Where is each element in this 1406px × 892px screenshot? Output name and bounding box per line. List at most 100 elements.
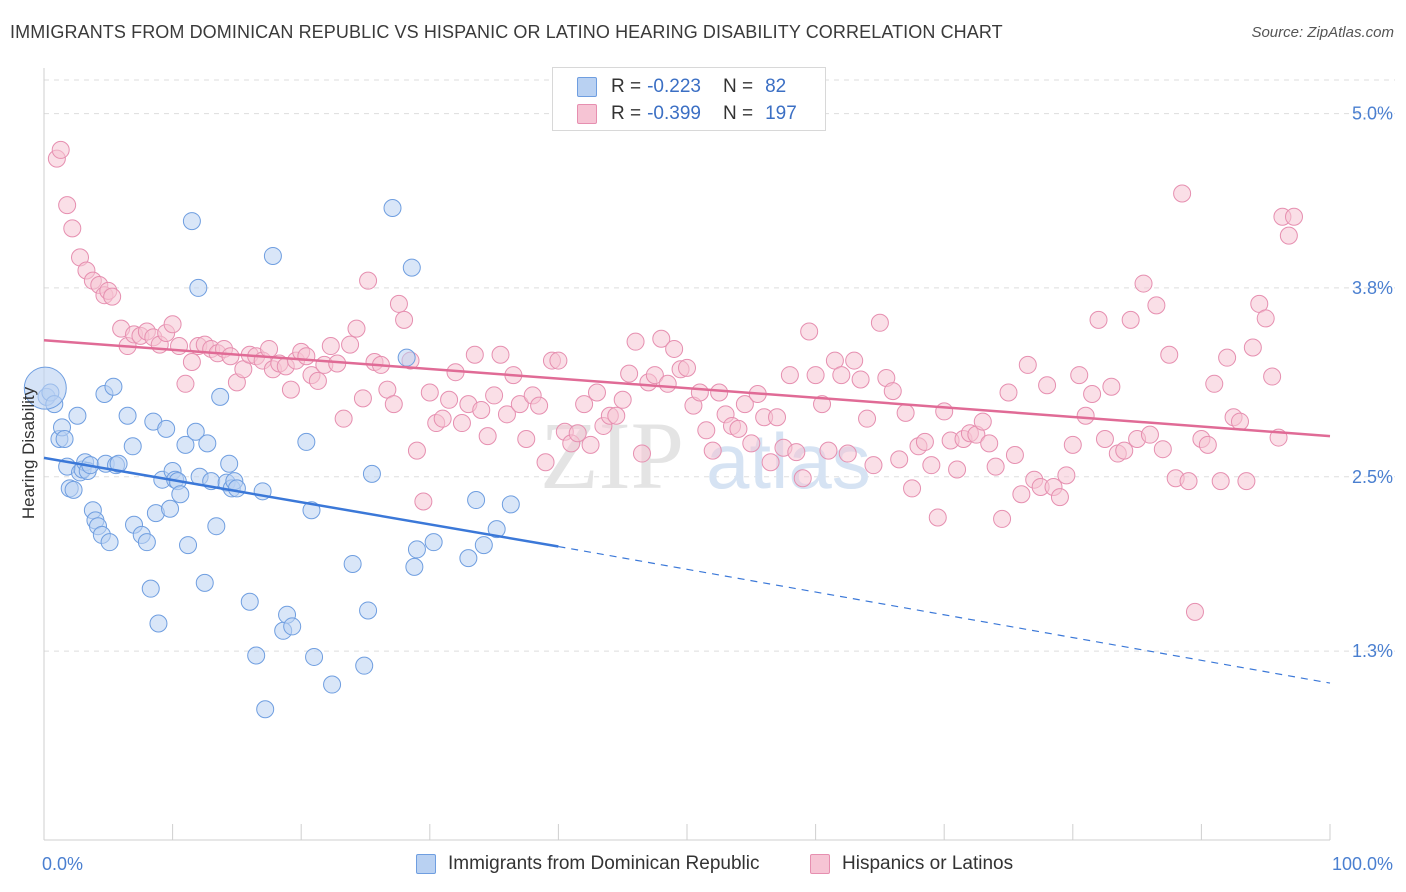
data-point: [845, 351, 864, 370]
data-point: [1243, 338, 1262, 357]
data-point: [652, 329, 671, 348]
legend-r-label: R =: [611, 76, 642, 97]
data-point: [1153, 440, 1172, 459]
data-point: [123, 437, 142, 456]
data-point: [220, 454, 239, 473]
data-point: [407, 540, 426, 559]
data-point: [1256, 309, 1275, 328]
data-point: [459, 549, 478, 568]
legend-n-label: N =: [722, 103, 754, 124]
legend-r-label: R =: [611, 103, 642, 124]
data-point: [883, 382, 902, 401]
data-point: [729, 419, 748, 438]
series-hispanics-points: [47, 140, 1303, 621]
data-point: [118, 406, 137, 425]
y-axis-title: Hearing Disability: [19, 386, 38, 519]
data-point: [1230, 412, 1249, 431]
data-point: [323, 675, 342, 694]
data-point: [838, 444, 857, 463]
data-point: [903, 479, 922, 498]
data-point: [1284, 207, 1303, 226]
data-point: [485, 386, 504, 405]
x-tick-label: 100.0%: [1332, 854, 1393, 874]
data-point: [189, 278, 208, 297]
data-point: [1070, 366, 1089, 385]
legend-swatch-blue: [577, 77, 597, 97]
data-point: [1237, 472, 1256, 491]
data-point: [1038, 376, 1057, 395]
data-point: [1076, 406, 1095, 425]
data-point: [536, 453, 555, 472]
data-point: [870, 313, 889, 332]
data-point: [735, 395, 754, 414]
data-point: [549, 351, 568, 370]
data-point: [186, 422, 205, 441]
data-point: [305, 647, 324, 666]
data-point: [1121, 310, 1140, 329]
y-tick-label: 1.3%: [1352, 641, 1393, 661]
source-label: Source: ZipAtlas.com: [1251, 24, 1394, 41]
data-point: [359, 601, 378, 620]
data-point: [176, 374, 195, 393]
data-point: [395, 310, 414, 329]
trend-line: [43, 456, 559, 548]
data-point: [819, 441, 838, 460]
data-point: [1012, 485, 1031, 504]
data-point: [568, 424, 587, 443]
data-point: [864, 456, 883, 475]
data-point: [452, 414, 471, 433]
data-point: [1018, 355, 1037, 374]
data-point: [227, 479, 246, 498]
data-point: [1179, 472, 1198, 491]
data-point: [171, 485, 190, 504]
data-point: [501, 495, 520, 514]
data-point: [658, 374, 677, 393]
data-point: [1211, 472, 1230, 491]
data-point: [283, 617, 302, 636]
data-point: [424, 533, 443, 552]
data-point: [334, 409, 353, 428]
data-point: [980, 434, 999, 453]
data-point: [710, 383, 729, 402]
data-point: [626, 332, 645, 351]
trend-line-extrapolated: [558, 545, 1331, 684]
y-tick-label: 2.5%: [1352, 467, 1393, 487]
data-point: [1198, 435, 1217, 454]
data-point: [1173, 184, 1192, 203]
y-tick-label: 3.8%: [1352, 278, 1393, 298]
data-point: [530, 396, 549, 415]
data-point: [487, 520, 506, 539]
data-point: [915, 432, 934, 451]
legend-row-hispanic: R = -0.399 N = 197: [577, 102, 797, 126]
data-point: [100, 533, 119, 552]
data-point: [407, 441, 426, 460]
data-point: [575, 395, 594, 414]
data-point: [137, 533, 156, 552]
data-point: [761, 453, 780, 472]
chart-title: IMMIGRANTS FROM DOMINICAN REPUBLIC VS HI…: [10, 22, 1003, 42]
data-point: [240, 592, 259, 611]
data-point: [973, 412, 992, 431]
data-point: [800, 322, 819, 341]
correlation-legend: R = -0.223 N = 82 R = -0.399 N = 197: [552, 67, 826, 131]
data-point: [780, 366, 799, 385]
data-point: [928, 508, 947, 527]
data-point: [195, 573, 214, 592]
data-point: [768, 408, 787, 427]
data-point: [405, 557, 424, 576]
legend-n-value: 82: [765, 76, 787, 97]
data-point: [141, 579, 160, 598]
data-point: [787, 443, 806, 462]
data-point: [68, 406, 87, 425]
y-tick-label: 5.0%: [1352, 104, 1393, 124]
data-point: [1140, 425, 1159, 444]
data-point: [813, 395, 832, 414]
data-point: [343, 554, 362, 573]
data-point: [474, 536, 493, 555]
data-point: [793, 469, 812, 488]
series-dominican-points: [23, 199, 520, 719]
data-point: [1263, 367, 1282, 386]
data-point: [55, 430, 74, 449]
data-point: [1057, 466, 1076, 485]
data-point: [832, 366, 851, 385]
